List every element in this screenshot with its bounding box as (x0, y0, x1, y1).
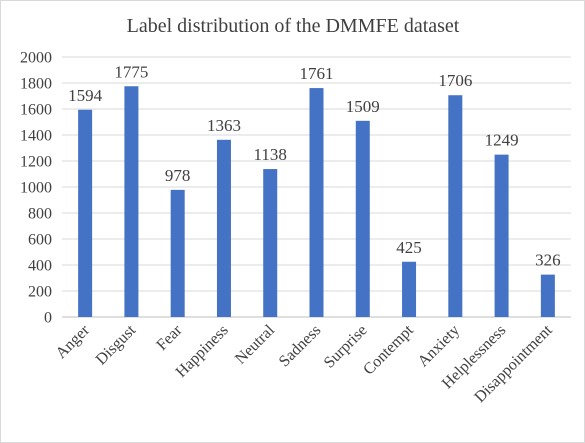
data-label: 1249 (485, 131, 519, 150)
bar (309, 88, 324, 317)
data-label: 326 (535, 251, 561, 270)
y-tick-label: 1000 (20, 180, 52, 197)
bar (78, 109, 93, 317)
y-tick-label: 1800 (20, 76, 52, 93)
x-category-label: Fear (153, 321, 186, 354)
y-tick-label: 0 (44, 310, 52, 327)
bars (78, 86, 555, 317)
bar (355, 120, 370, 317)
bar (448, 95, 463, 317)
data-labels: 1594 1775 978 1363 1138 1761 1509 425 1706 1249 32… (68, 62, 560, 269)
data-label: 1594 (68, 86, 103, 105)
bar (263, 169, 278, 317)
data-label: 1761 (300, 64, 334, 83)
y-tick-label: 1600 (20, 102, 52, 119)
y-tick-label: 800 (28, 206, 52, 223)
data-label: 1138 (254, 145, 287, 164)
chart-title: Label distribution of the DMMFE dataset (127, 15, 460, 37)
x-category-label: Anger (53, 321, 94, 362)
bar (124, 86, 139, 317)
y-tick-label: 400 (28, 258, 52, 275)
bar (540, 274, 555, 317)
y-tick-label: 1200 (20, 154, 52, 171)
x-category-label: Contempt (360, 321, 417, 378)
data-label: 1775 (114, 62, 148, 81)
x-category-label: Disgust (93, 321, 140, 368)
x-category-label: Neutral (232, 321, 278, 367)
data-label: 1706 (438, 71, 472, 90)
bar (402, 261, 417, 317)
bar (494, 154, 509, 317)
bar (170, 189, 185, 317)
y-tick-label: 1400 (20, 128, 52, 145)
data-label: 1363 (207, 116, 241, 135)
bar (216, 139, 231, 317)
data-label: 425 (396, 238, 422, 257)
y-axis-ticks: 0 200 400 600 800 1000 1200 1400 1600 1800 2000 (20, 50, 52, 327)
y-tick-label: 200 (28, 284, 52, 301)
data-label: 1509 (346, 97, 380, 116)
x-category-label: Sadness (276, 322, 324, 370)
y-tick-label: 600 (28, 232, 52, 249)
data-label: 978 (165, 166, 191, 185)
y-tick-label: 2000 (20, 50, 52, 67)
